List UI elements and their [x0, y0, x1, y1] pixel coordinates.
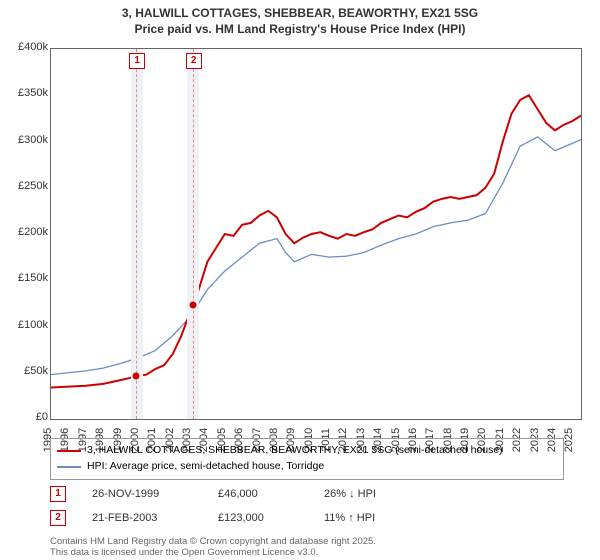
x-tick-label: 2025	[564, 428, 576, 452]
y-tick-label: £250k	[0, 180, 52, 192]
plot-area: 12	[50, 48, 582, 420]
y-tick-label: £350k	[0, 87, 52, 99]
y-tick-label: £100k	[0, 319, 52, 331]
legend-row-hpi: HPI: Average price, semi-detached house,…	[57, 459, 557, 475]
sale-price-1: £46,000	[218, 488, 298, 500]
sale-marker-2: 2	[50, 510, 66, 526]
attribution-line-1: Contains HM Land Registry data © Crown c…	[50, 536, 376, 547]
y-tick-label: £300k	[0, 134, 52, 146]
attribution: Contains HM Land Registry data © Crown c…	[50, 536, 376, 559]
sale-date-2: 21-FEB-2003	[92, 512, 192, 524]
title-line-1: 3, HALWILL COTTAGES, SHEBBEAR, BEAWORTHY…	[122, 6, 478, 20]
y-tick-label: £200k	[0, 226, 52, 238]
y-tick-label: £400k	[0, 41, 52, 53]
legend-label-hpi: HPI: Average price, semi-detached house,…	[87, 459, 324, 475]
sale-dot	[189, 302, 196, 309]
chart-title: 3, HALWILL COTTAGES, SHEBBEAR, BEAWORTHY…	[0, 0, 600, 37]
event-marker: 2	[186, 53, 202, 69]
attribution-line-2: This data is licensed under the Open Gov…	[50, 547, 318, 558]
legend: 3, HALWILL COTTAGES, SHEBBEAR, BEAWORTHY…	[50, 438, 564, 480]
legend-swatch-hpi	[57, 466, 81, 468]
legend-label-property: 3, HALWILL COTTAGES, SHEBBEAR, BEAWORTHY…	[87, 443, 503, 459]
event-marker: 1	[129, 53, 145, 69]
sale-hpi-1: 26% ↓ HPI	[324, 488, 376, 500]
sale-row-2: 2 21-FEB-2003 £123,000 11% ↑ HPI	[50, 510, 375, 526]
sale-date-1: 26-NOV-1999	[92, 488, 192, 500]
legend-row-property: 3, HALWILL COTTAGES, SHEBBEAR, BEAWORTHY…	[57, 443, 557, 459]
chart-container: 3, HALWILL COTTAGES, SHEBBEAR, BEAWORTHY…	[0, 0, 600, 560]
y-tick-label: £0	[0, 411, 52, 423]
y-tick-label: £150k	[0, 272, 52, 284]
legend-swatch-property	[57, 450, 81, 452]
event-line	[136, 49, 137, 419]
sale-hpi-2: 11% ↑ HPI	[324, 512, 375, 524]
sale-dot	[133, 373, 140, 380]
sale-marker-1: 1	[50, 486, 66, 502]
title-line-2: Price paid vs. HM Land Registry's House …	[135, 22, 466, 36]
sale-row-1: 1 26-NOV-1999 £46,000 26% ↓ HPI	[50, 486, 376, 502]
y-tick-label: £50k	[0, 365, 52, 377]
sale-price-2: £123,000	[218, 512, 298, 524]
event-line	[193, 49, 194, 419]
